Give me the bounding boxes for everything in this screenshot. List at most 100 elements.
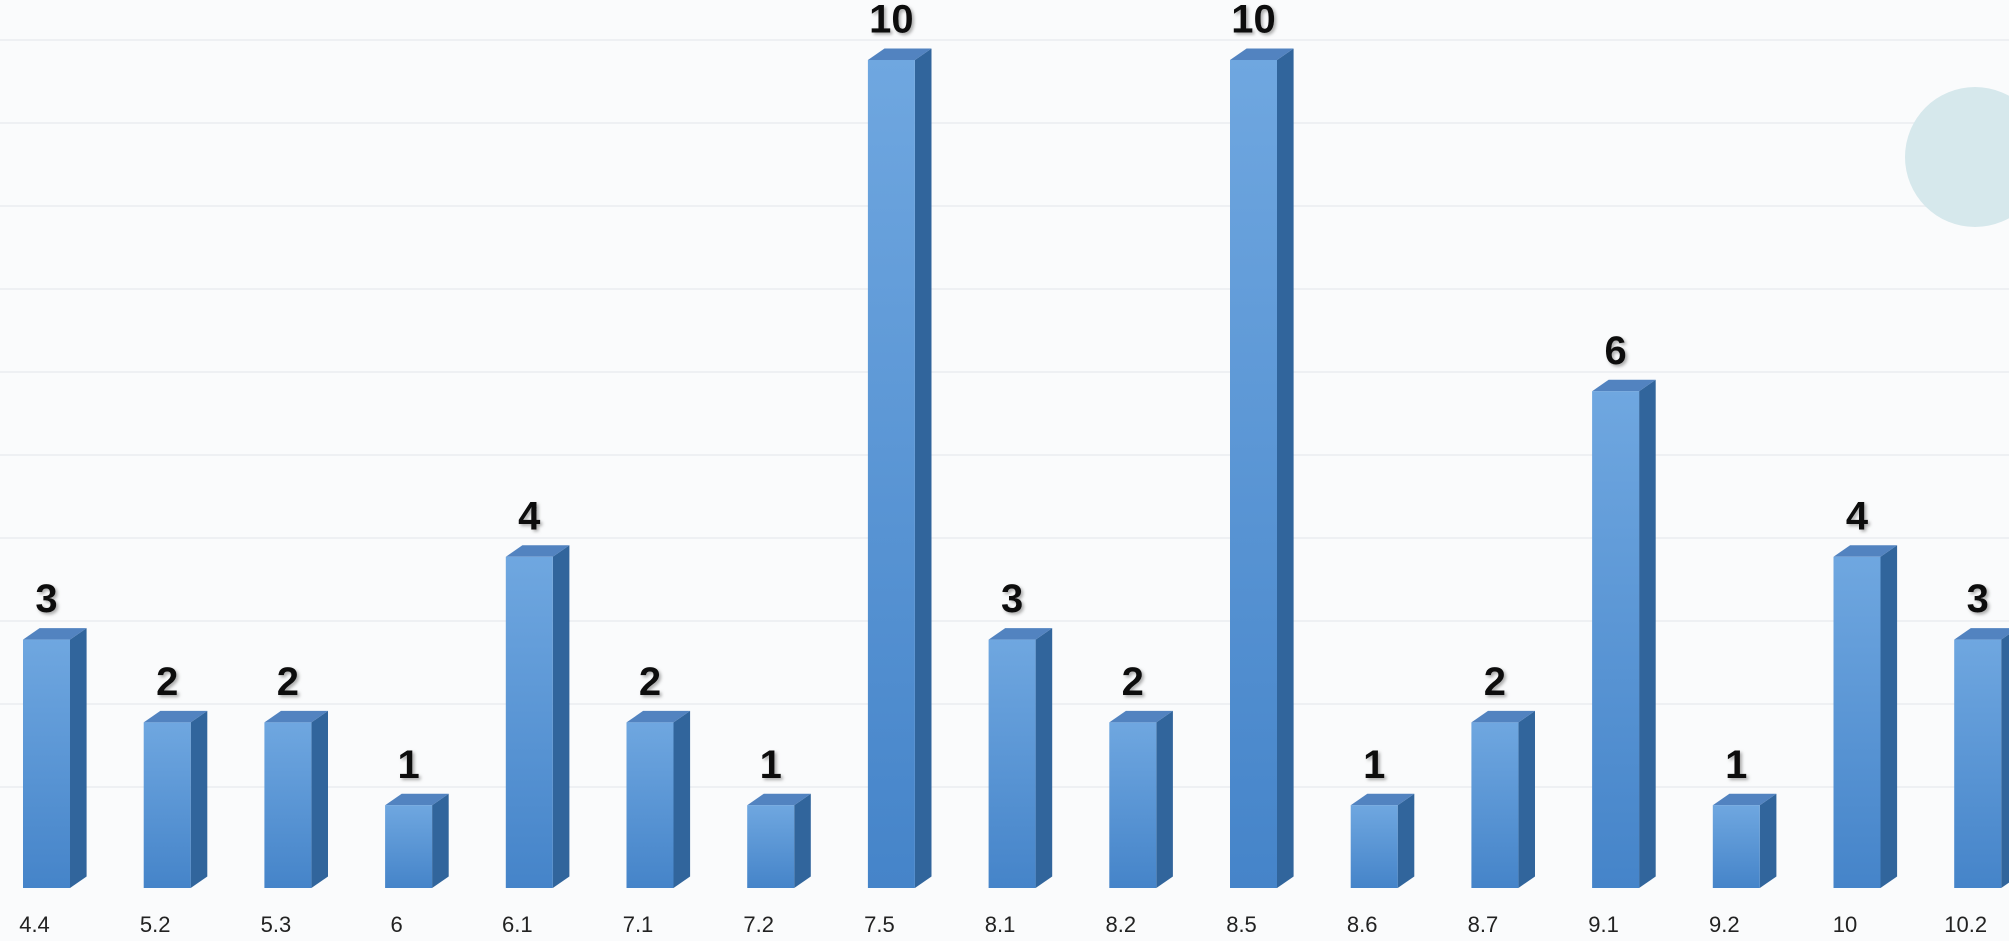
bar-front	[1230, 60, 1277, 888]
decoration	[1905, 87, 2009, 227]
x-tick-label: 8.1	[985, 912, 1016, 937]
bar-top	[505, 545, 570, 557]
x-tick-label: 9.2	[1709, 912, 1740, 937]
bar-front	[626, 722, 674, 888]
x-tick-label: 8.7	[1468, 912, 1499, 937]
bar-front	[505, 556, 553, 888]
bar-top	[1350, 793, 1415, 806]
bar-front	[23, 639, 70, 888]
plot: 3 4.4 2 5.2 2 5.3 1 6 4 6.1 2 7.1 1 7.2 10 7.5 3 8.1 2 8.2 1…	[19, 0, 2009, 937]
value-label: 2	[1122, 660, 1144, 704]
x-tick-label: 9.1	[1588, 912, 1619, 937]
bar-front	[1954, 639, 2002, 888]
x-tick-label: 7.2	[743, 912, 774, 937]
bar	[1954, 628, 2009, 888]
bar-top	[747, 793, 811, 806]
bar-front	[264, 722, 312, 888]
bar-front	[143, 722, 191, 888]
value-label: 3	[35, 577, 57, 621]
bar-side	[70, 628, 87, 888]
bar-side	[552, 545, 570, 888]
bar-side	[1518, 710, 1535, 888]
bar	[1592, 379, 1656, 888]
bar-top	[143, 710, 208, 723]
bar-front	[1592, 391, 1640, 888]
value-label: 2	[639, 660, 661, 704]
bar-top	[385, 793, 449, 806]
bar-front	[1833, 556, 1881, 888]
bar-side	[311, 710, 328, 888]
bar	[143, 710, 208, 888]
bar-top	[1833, 545, 1898, 557]
bar-side	[1880, 545, 1898, 888]
x-tick-label: 7.5	[864, 912, 895, 937]
bar-front	[747, 805, 795, 888]
bar-front	[1350, 805, 1398, 888]
bar-top	[1954, 628, 2009, 640]
bar	[1833, 545, 1898, 888]
bar	[626, 710, 691, 888]
bar-top	[1230, 48, 1294, 60]
bar-side	[1156, 710, 1173, 888]
bar-side	[190, 710, 208, 888]
bar-top	[867, 48, 932, 60]
bar	[1471, 710, 1535, 888]
bar-front	[988, 639, 1036, 888]
bar-side	[1397, 793, 1415, 888]
x-tick-label: 8.6	[1347, 912, 1378, 937]
bar-side	[432, 793, 449, 888]
bar	[1712, 793, 1777, 888]
bar	[988, 628, 1053, 888]
value-label: 2	[277, 660, 299, 704]
bar-side	[1759, 793, 1777, 888]
x-tick-label: 6	[390, 912, 402, 937]
value-label: 1	[760, 743, 782, 787]
bar	[1109, 710, 1173, 888]
value-label: 2	[156, 660, 178, 704]
value-label: 3	[1001, 577, 1023, 621]
x-tick-label: 4.4	[19, 912, 50, 937]
value-label: 1	[397, 743, 419, 787]
bar	[385, 793, 449, 888]
bar	[264, 710, 328, 888]
bar-front	[1471, 722, 1519, 888]
bar-front	[1712, 805, 1760, 888]
value-label: 6	[1604, 329, 1626, 373]
x-tick-label: 6.1	[502, 912, 533, 937]
bar-front	[1109, 722, 1157, 888]
bar	[1230, 48, 1294, 888]
bar-top	[1712, 793, 1777, 806]
value-label: 10	[1231, 0, 1276, 42]
bar-front	[385, 805, 433, 888]
value-label: 4	[518, 494, 541, 538]
bar-top	[23, 628, 87, 640]
bar	[867, 48, 932, 888]
bar-front	[867, 60, 915, 888]
bar-side	[1035, 628, 1053, 888]
bar-side	[794, 793, 811, 888]
bar-top	[1471, 710, 1535, 723]
bar-top	[626, 710, 691, 723]
bar-side	[914, 48, 932, 888]
bar-top	[988, 628, 1053, 640]
value-label: 10	[869, 0, 914, 42]
x-tick-label: 8.2	[1106, 912, 1137, 937]
bar	[747, 793, 811, 888]
bar-side	[673, 710, 691, 888]
bar-side	[1277, 48, 1294, 888]
x-tick-label: 10.2	[1944, 912, 1987, 937]
value-label: 1	[1363, 743, 1385, 787]
x-tick-label: 5.2	[140, 912, 171, 937]
x-tick-label: 8.5	[1226, 912, 1257, 937]
bar	[505, 545, 570, 888]
bar-top	[1592, 379, 1656, 392]
value-label: 4	[1846, 494, 1869, 538]
bar-side	[2001, 634, 2009, 888]
x-tick-label: 10	[1833, 912, 1857, 937]
bar-top	[1109, 710, 1173, 723]
bar-side	[1639, 379, 1656, 888]
x-tick-label: 7.1	[623, 912, 654, 937]
value-label: 3	[1967, 577, 1989, 621]
